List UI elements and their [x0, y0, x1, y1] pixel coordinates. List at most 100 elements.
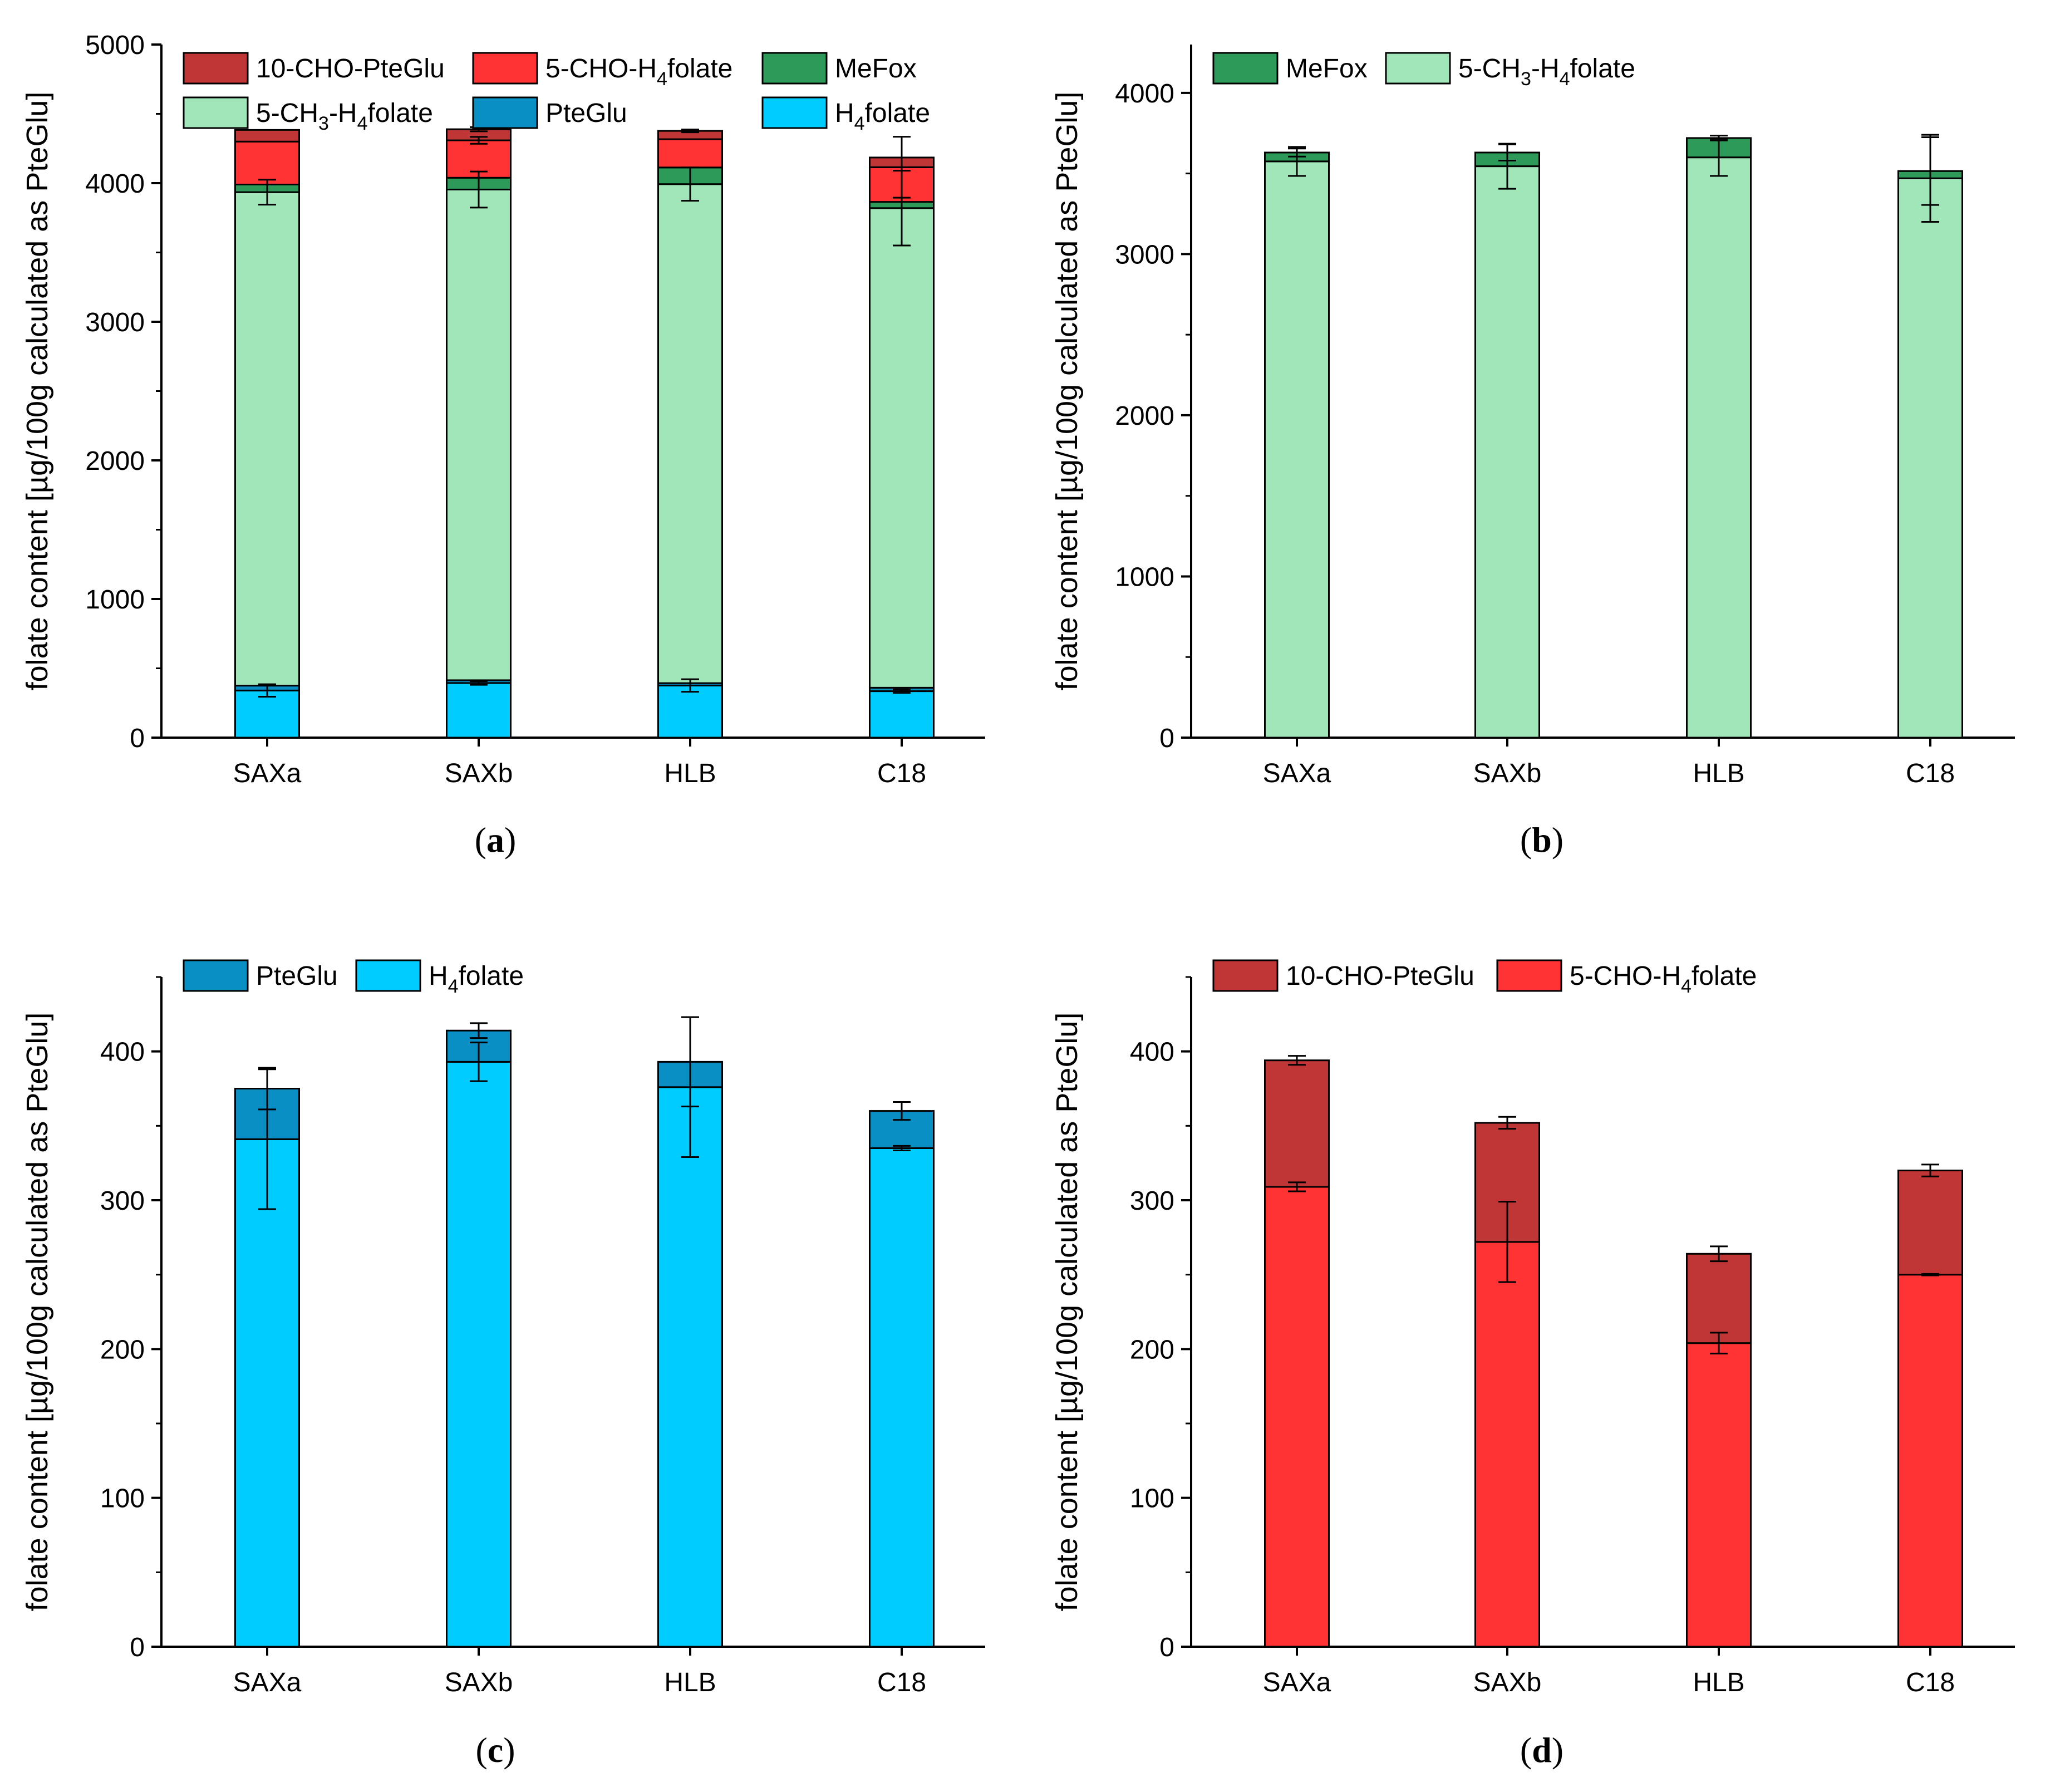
error-bar-d-5-CHO-H4folate-HLB: [1710, 1332, 1728, 1354]
y-tick-label: 2000: [1115, 401, 1174, 431]
error-bar-a-5-CHO-H4folate-C18: [893, 136, 911, 199]
x-tick-label: C18: [877, 759, 926, 788]
legend-label-rest: folate: [368, 99, 433, 128]
chart-panel-d: 0 100 200 300 400 folate content [µg/100g cal…: [1050, 959, 2015, 1770]
y-tick-label: 3000: [85, 308, 145, 337]
y-tick-label: 200: [1130, 1335, 1174, 1364]
legend-label-main: 10-CHO-PteGlu: [256, 54, 445, 84]
legend-item-MeFox: MeFox: [761, 52, 917, 85]
error-bar-a-5-CHO-H4folate-SAXb: [470, 136, 488, 145]
x-tick-label: C18: [1906, 1668, 1955, 1697]
legend-item-5-CH3-H4folate: 5-CH3-H4folate: [1385, 52, 1635, 90]
chart-panel-b: 0 1000 2000 3000 4000 folate content [µg/100g…: [1050, 45, 2015, 860]
x-tick-label: HLB: [1693, 759, 1744, 788]
legend-label-main: 5-CHO-H: [1570, 961, 1681, 991]
y-tick-label: 0: [1159, 1633, 1174, 1662]
legend-label-rest: folate: [865, 99, 930, 128]
error-bar-c-H4folate-C18: [893, 1145, 911, 1151]
error-bar-b-MeFox-SAXb: [1498, 144, 1516, 161]
x-tick-label: SAXa: [233, 759, 302, 788]
legend-swatch: [761, 52, 828, 85]
panel-label-b: (b): [1520, 820, 1564, 860]
legend-label-subscript: 4: [448, 976, 459, 997]
error-bar-a-5-CH3-H4folate-SAXa: [258, 179, 276, 206]
legend-label-subscript: 4: [357, 113, 368, 134]
legend-item-H4folate: H4folate: [761, 96, 930, 134]
error-bar-a-H4folate-C18: [893, 689, 911, 694]
bar-a-10-CHO-PteGlu-SAXa: [234, 129, 300, 143]
y-tick-label: 200: [100, 1335, 145, 1364]
panel-label-open: (: [1520, 820, 1532, 860]
x-tick-label: SAXb: [445, 759, 513, 788]
x-tick-label: SAXa: [1263, 759, 1331, 788]
legend-swatch: [183, 52, 249, 85]
legend-item-5-CHO-H4folate: 5-CHO-H4folate: [1496, 959, 1757, 997]
legend-label-main: 5-CH: [1458, 54, 1521, 84]
bar-b-5-CH3-H4folate-SAXb: [1474, 165, 1540, 739]
y-tick-label: 0: [130, 1633, 145, 1662]
panel-label-open: (: [475, 820, 486, 860]
legend-label-rest: folate: [667, 54, 732, 84]
legend-label-rest: folate: [1570, 54, 1635, 84]
bar-a-H4folate-SAXa: [234, 689, 300, 739]
legend-b: MeFox 5-CH3-H4folate: [1212, 52, 1635, 90]
error-bar-c-PteGlu-HLB: [681, 1016, 699, 1108]
legend-swatch: [1212, 959, 1279, 992]
bar-b-5-CH3-H4folate-HLB: [1686, 156, 1752, 739]
bar-a-5-CH3-H4folate-SAXb: [446, 188, 512, 681]
x-tick-label: C18: [877, 1668, 926, 1697]
y-tick-label: 0: [130, 724, 145, 753]
legend-swatch: [1212, 52, 1279, 85]
x-tick-label: SAXb: [1473, 759, 1542, 788]
error-bar-a-H4folate-HLB: [681, 678, 699, 693]
legend-label-subscript: 4: [1560, 68, 1570, 90]
bar-a-5-CH3-H4folate-HLB: [657, 183, 723, 684]
bar-a-5-CH3-H4folate-SAXa: [234, 191, 300, 687]
bar-a-5-CHO-H4folate-HLB: [657, 138, 723, 169]
error-bar-b-MeFox-C18: [1921, 136, 1939, 206]
bar-d-10-CHO-PteGlu-C18: [1897, 1170, 1963, 1276]
x-tick-label: HLB: [1693, 1668, 1744, 1697]
y-axis-title: folate content [µg/100g calculated as Pt…: [21, 1013, 54, 1612]
y-tick-label: 2000: [85, 446, 145, 476]
x-tick-label: HLB: [664, 759, 716, 788]
error-bar-b-MeFox-HLB: [1710, 135, 1728, 141]
y-tick-label: 1000: [1115, 562, 1174, 592]
y-tick-label: 400: [100, 1038, 145, 1067]
bar-c-H4folate-SAXb: [446, 1061, 512, 1648]
error-bar-a-5-CH3-H4folate-SAXb: [470, 170, 488, 209]
legend-swatch: [355, 959, 421, 992]
bar-d-10-CHO-PteGlu-HLB: [1686, 1253, 1752, 1344]
legend-label: MeFox: [1286, 54, 1368, 84]
legend-item-H4folate: H4folate: [355, 959, 524, 997]
bar-c-H4folate-C18: [869, 1147, 935, 1648]
legend-label: PteGlu: [256, 961, 338, 991]
bar-a-5-CHO-H4folate-SAXa: [234, 140, 300, 185]
error-bar-c-PteGlu-SAXa: [258, 1067, 276, 1111]
legend-label-rest: -H: [1531, 54, 1560, 84]
legend-label: H4folate: [835, 99, 930, 134]
legend-item-10-CHO-PteGlu: 10-CHO-PteGlu: [1212, 959, 1474, 992]
legend-label-main: 10-CHO-PteGlu: [1286, 961, 1474, 991]
legend-label: 10-CHO-PteGlu: [1286, 961, 1474, 991]
legend-c: PteGlu H4folate: [183, 959, 524, 997]
panel-label-close: ): [1552, 820, 1564, 860]
y-axis-title: folate content [µg/100g calculated as Pt…: [1050, 92, 1084, 691]
panel-label-open: (: [475, 1730, 487, 1770]
legend-label-subscript: 4: [657, 68, 667, 90]
error-bar-d-5-CHO-H4folate-SAXa: [1288, 1181, 1306, 1192]
bar-a-5-CH3-H4folate-C18: [869, 207, 935, 689]
panel-label-letter: c: [488, 1730, 503, 1770]
panel-label-close: ): [504, 820, 516, 860]
legend-label: 5-CH3-H4folate: [1458, 54, 1635, 90]
x-tick-label: C18: [1906, 759, 1955, 788]
y-tick-label: 1000: [85, 585, 145, 615]
y-tick-label: 3000: [1115, 240, 1174, 269]
legend-label: 5-CH3-H4folate: [256, 99, 433, 134]
panel-label-close: ): [503, 1730, 515, 1770]
error-bar-a-H4folate-SAXb: [470, 680, 488, 686]
x-tick-label: SAXb: [445, 1668, 513, 1697]
bar-d-5-CHO-H4folate-HLB: [1686, 1342, 1752, 1648]
x-tick-label: SAXb: [1473, 1668, 1542, 1697]
panel-label-d: (d): [1520, 1730, 1564, 1770]
